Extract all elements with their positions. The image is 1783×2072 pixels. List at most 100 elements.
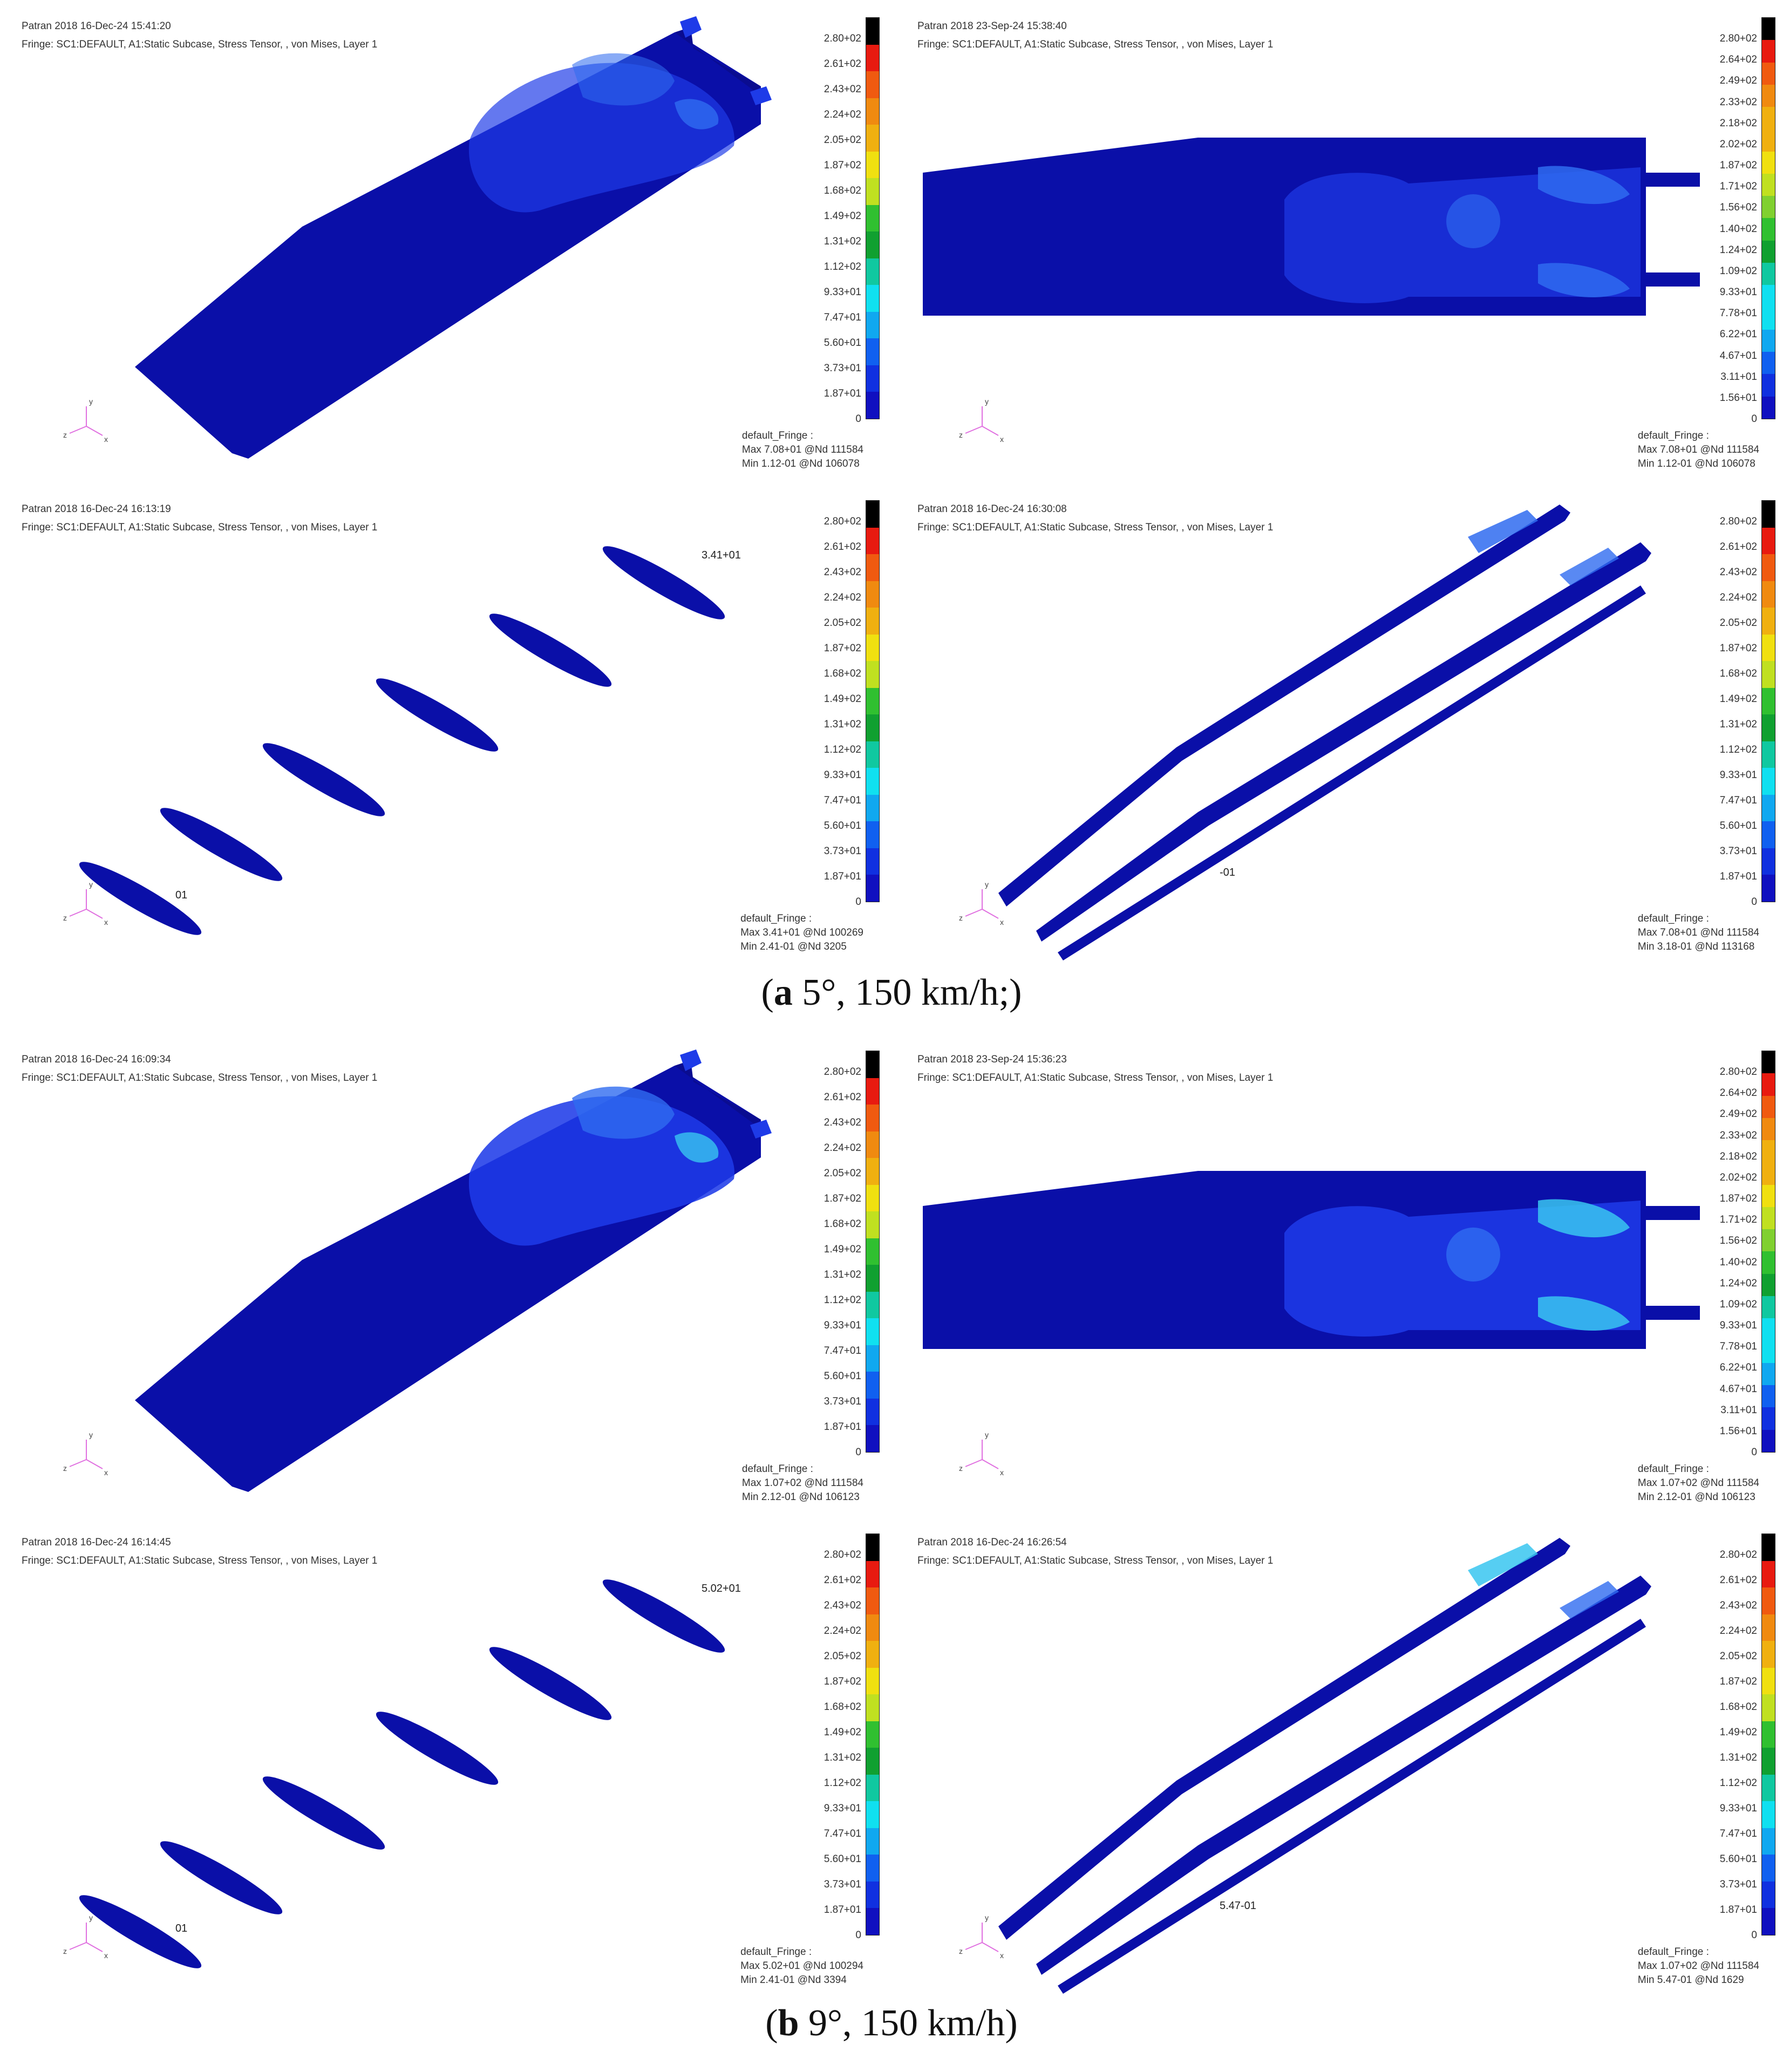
color-scale-segment [1762, 1534, 1775, 1561]
color-scale-segment [1762, 62, 1775, 85]
color-scale-segment [866, 1881, 879, 1909]
fe-panel-a-ribs: 3.41+01 01 Patran 2018 16-Dec-24 16:13:19 F… [0, 488, 885, 969]
fringe-legend: 2.80+02 2.61+02 2.43+02 2.24+02 2.05+02 1.87+… [1689, 500, 1781, 918]
color-scale-segment [1762, 396, 1775, 419]
color-scale-segment [866, 205, 879, 232]
color-scale-segment [866, 18, 879, 45]
color-scale-segment [1762, 1774, 1775, 1802]
scale-tick-label: 7.47+01 [824, 1345, 861, 1357]
axis-x-label: x [1000, 1951, 1004, 1960]
scale-tick-label: 1.87+01 [1719, 1904, 1757, 1916]
fringe-summary-line: Min 1.12-01 @Nd 106078 [741, 458, 860, 469]
fringe-summary-line: Max 7.08+01 @Nd 111584 [741, 444, 863, 455]
scale-tick-label: 9.33+01 [1719, 1803, 1757, 1814]
scale-tick-label: 2.80+02 [824, 33, 861, 44]
scale-tick-label: 7.47+01 [1719, 1828, 1757, 1839]
axis-z-label: z [959, 1947, 963, 1955]
color-scale-segment [866, 231, 879, 258]
color-scale-segment [1762, 151, 1775, 174]
fe-panel-a-wing-plan: Patran 2018 23-Sep-24 15:38:40 Fringe: SC… [896, 5, 1781, 486]
axis-y-label: y [89, 880, 93, 889]
scale-tick-label: 1.31+02 [824, 1269, 861, 1280]
color-scale-segment [1762, 661, 1775, 688]
scale-tick-label: 1.40+02 [1719, 1256, 1757, 1268]
axis-z-label: z [959, 431, 963, 439]
attach-tab-1 [680, 1049, 702, 1071]
fringe-summary-line: default_Fringe : [1637, 1463, 1709, 1475]
color-scale-segment [1762, 527, 1775, 555]
fringe-summary-line: default_Fringe : [1637, 913, 1709, 924]
scale-tick-label: 2.18+02 [1719, 117, 1757, 129]
fringe-summary: default_Fringe : Max 7.08+01 @Nd 111584 Mi… [742, 429, 863, 471]
color-scale-bar [866, 1533, 880, 1935]
axis-y-label: y [89, 1430, 93, 1439]
caption-b-letter: b [778, 2002, 799, 2044]
scale-tick-label: 7.47+01 [824, 795, 861, 806]
color-scale-segment [866, 634, 879, 662]
color-scale-segment [1762, 329, 1775, 352]
scale-tick-label: 0 [1751, 413, 1757, 425]
fe-panel-a-spars: -01 Patran 2018 16-Dec-24 16:30:08 Fringe:… [896, 488, 1781, 969]
scale-tick-label: 2.43+02 [824, 567, 861, 578]
scale-tick-label: 2.43+02 [1719, 567, 1757, 578]
scale-tick-label: 2.80+02 [1719, 516, 1757, 527]
color-scale-segment [1762, 848, 1775, 875]
fringe-summary-line: Min 1.12-01 @Nd 106078 [1637, 458, 1755, 469]
color-scale-segment [1762, 634, 1775, 662]
axis-z-label: z [63, 1464, 67, 1473]
scale-tick-label: 2.61+02 [824, 58, 861, 70]
wing-rib [489, 1647, 612, 1720]
patran-title: Patran 2018 23-Sep-24 15:38:40 [917, 21, 1067, 32]
scale-tick-label: 1.87+01 [824, 388, 861, 399]
scale-tick-label: 2.49+02 [1719, 75, 1757, 87]
spar-rear [1036, 542, 1651, 942]
min-label: -01 [1220, 867, 1235, 878]
color-scale-segment [866, 1291, 879, 1319]
color-scale-segment [866, 768, 879, 795]
fringe-summary-line: Max 5.02+01 @Nd 100294 [740, 1960, 863, 1972]
fringe-summary: default_Fringe : Max 1.07+02 @Nd 111584 Mi… [1638, 1945, 1759, 1987]
color-scale-segment [866, 1238, 879, 1265]
fringe-summary-line: Max 7.08+01 @Nd 111584 [1637, 444, 1759, 455]
color-scale-segment [866, 1721, 879, 1748]
scale-tick-label: 0 [855, 1447, 861, 1458]
color-scale-segment [866, 285, 879, 312]
wing-rib [160, 808, 283, 881]
scale-tick-label: 0 [1751, 896, 1757, 908]
fe-panel-b-wing-plan: Patran 2018 23-Sep-24 15:36:23 Fringe: SC… [896, 1039, 1781, 1519]
color-scale-segment [1762, 1587, 1775, 1614]
color-scale-segment [1762, 1073, 1775, 1096]
scale-tick-label: 1.40+02 [1719, 223, 1757, 235]
fringe-summary-line: Max 1.07+02 @Nd 111584 [1637, 1960, 1759, 1972]
axis-triad-icon: y x z [959, 880, 1004, 926]
spar-strip [1058, 1619, 1646, 1994]
color-scale-segment [1762, 1140, 1775, 1163]
scale-tick-label: 1.49+02 [1719, 693, 1757, 705]
color-scale-segment [866, 98, 879, 125]
fringe-summary-line: default_Fringe : [741, 1463, 813, 1475]
scale-tick-label: 1.87+02 [1719, 1193, 1757, 1204]
stress-region [468, 63, 734, 213]
scale-tick-label: 2.18+02 [1719, 1150, 1757, 1162]
spar-stub-2 [1646, 272, 1700, 287]
scale-tick-label: 1.87+02 [824, 1676, 861, 1687]
axis-x-label: x [1000, 435, 1004, 444]
axis-y-label: y [89, 1913, 93, 1922]
axis-triad-icon: y x z [959, 1430, 1004, 1477]
color-scale-segment [1762, 173, 1775, 196]
scale-tick-label: 1.12+02 [824, 744, 861, 755]
fe-scene [923, 138, 1700, 316]
scale-tick-label: 1.87+01 [824, 1904, 861, 1916]
scale-tick-label: 1.31+02 [1719, 719, 1757, 730]
spar-front [998, 1538, 1570, 1940]
fringe-description: Fringe: SC1:DEFAULT, A1:Static Subcase, … [22, 39, 378, 50]
scale-tick-label: 9.33+01 [1719, 287, 1757, 298]
stress-hotspot-2 [675, 1132, 719, 1163]
scale-tick-label: 3.11+01 [1720, 371, 1757, 383]
scale-tick-label: 2.80+02 [1719, 1549, 1757, 1560]
fringe-description: Fringe: SC1:DEFAULT, A1:Static Subcase, … [22, 1072, 378, 1083]
scale-tick-label: 1.12+02 [824, 1294, 861, 1306]
scale-tick-label: 3.73+01 [1719, 846, 1757, 857]
fe-panel-a-wing-iso: Patran 2018 16-Dec-24 15:41:20 Fringe: SC… [0, 5, 885, 486]
wing-edge [675, 1060, 761, 1125]
